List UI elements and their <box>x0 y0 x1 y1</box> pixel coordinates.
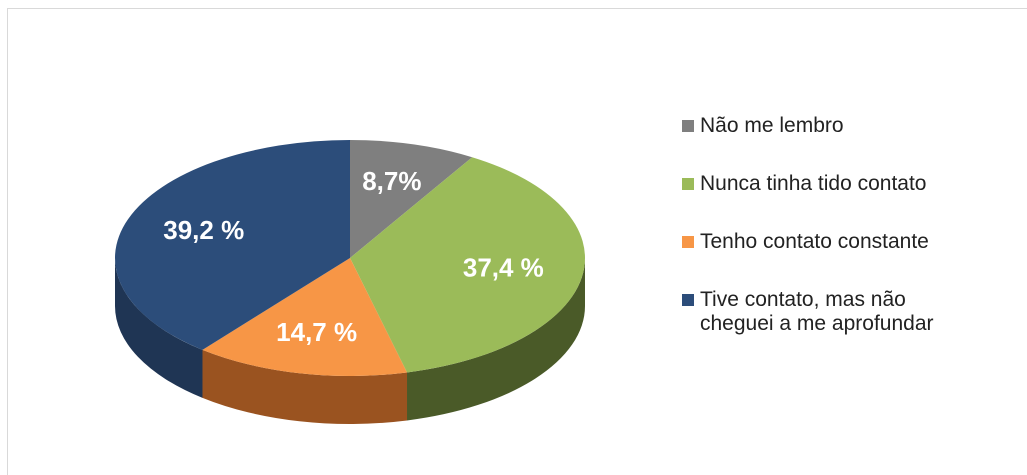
slice-side <box>202 349 408 424</box>
legend-item: Tive contato, mas não cheguei a me aprof… <box>682 288 960 336</box>
legend-label: Não me lembro <box>700 114 844 137</box>
legend-swatch <box>682 236 694 248</box>
legend-label: Tenho contato constante <box>700 230 929 253</box>
legend-label: Tive contato, mas não cheguei a me aprof… <box>700 288 934 335</box>
legend-item: Tenho contato constante <box>682 230 960 254</box>
data-label: 37,4 % <box>463 253 544 283</box>
slice <box>350 157 585 373</box>
legend-item: Não me lembro <box>682 114 960 138</box>
data-label: 39,2 % <box>163 215 244 245</box>
legend-swatch <box>682 178 694 190</box>
legend-item: Nunca tinha tido contato <box>682 172 960 196</box>
slice-side <box>114 258 203 398</box>
data-label: 14,7 % <box>276 317 357 347</box>
slice-side <box>407 258 585 421</box>
legend: Não me lembro Nunca tinha tido contato Ten… <box>682 114 1022 370</box>
legend-swatch <box>682 120 694 132</box>
slice <box>115 140 350 350</box>
slice <box>202 258 408 376</box>
legend-label: Nunca tinha tido contato <box>700 172 927 195</box>
chart-frame <box>7 8 1027 475</box>
legend-swatch <box>682 294 694 306</box>
data-label: 8,7% <box>362 166 421 196</box>
slice <box>350 140 473 258</box>
